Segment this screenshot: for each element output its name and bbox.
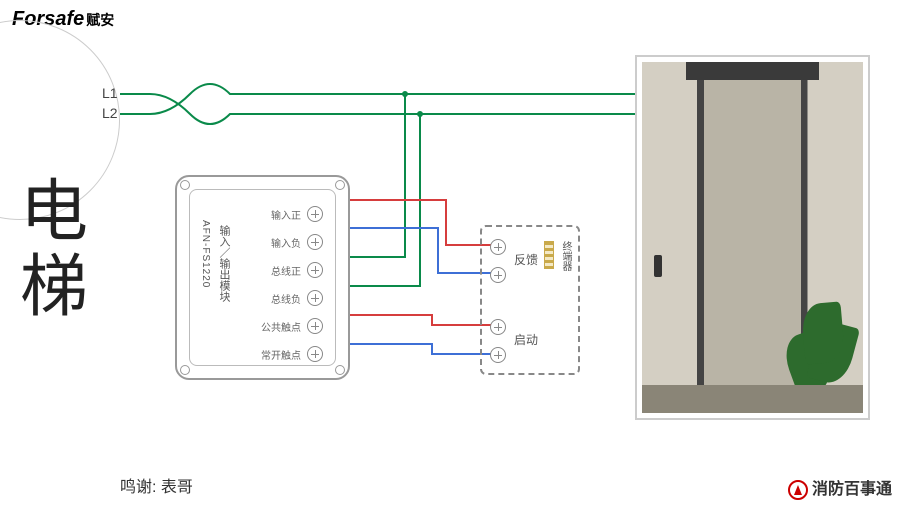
terminal-input-neg: 输入负 (245, 230, 323, 254)
terminal-no: 常开触点 (245, 342, 323, 366)
module-screw (180, 365, 190, 375)
tb-label-start: 启动 (514, 331, 538, 348)
terminal-screw (307, 318, 323, 334)
terminal-screw (307, 234, 323, 250)
page-title: 电梯 (20, 175, 88, 325)
terminal-bus-pos: 总线正 (245, 258, 323, 282)
tb-screw-feedback-b (490, 267, 506, 283)
module-screw (335, 180, 345, 190)
tb-screw-feedback-a (490, 239, 506, 255)
terminal-screw (307, 206, 323, 222)
module-screw (335, 365, 345, 375)
terminal-screw (307, 262, 323, 278)
terminal-screw (307, 346, 323, 362)
module-model: AFN-FS1220 (200, 220, 211, 288)
footer-brand-text: 消防百事通 (812, 481, 892, 498)
terminal-common: 公共触点 (245, 314, 323, 338)
credit-name: 表哥 (161, 479, 193, 496)
module-screw (180, 180, 190, 190)
elevator-photo-img: 电梯 (642, 62, 863, 413)
credit-line: 鸣谢: 表哥 (120, 473, 193, 497)
brand-cn: 赋安 (86, 12, 114, 28)
terminating-resistor (544, 241, 554, 269)
module-type: 输入／输出模块 (216, 225, 232, 302)
io-module: AFN-FS1220 输入／输出模块 输入正 输入负 总线正 总线负 公共触点 … (175, 175, 350, 380)
terminal-box: 反馈 终端器 启动 (480, 225, 580, 375)
footer-brand: 消防百事通 (788, 475, 892, 500)
plant-decoration (778, 293, 868, 413)
footer-brand-icon (788, 480, 808, 500)
elevator-call-button (654, 255, 662, 277)
module-panel: AFN-FS1220 输入／输出模块 输入正 输入负 总线正 总线负 公共触点 … (189, 189, 336, 366)
tb-screw-start-a (490, 319, 506, 335)
terminal-screw (307, 290, 323, 306)
elevator-photo: 电梯 (635, 55, 870, 420)
tb-screw-start-b (490, 347, 506, 363)
bus-l2-label: L2 (102, 105, 118, 121)
terminal-bus-neg: 总线负 (245, 286, 323, 310)
photo-caption: 电梯 (642, 385, 863, 405)
credit-label: 鸣谢: (120, 479, 161, 496)
tb-label-feedback: 反馈 (514, 251, 538, 268)
terminal-input-pos: 输入正 (245, 202, 323, 226)
tb-label-resistor: 终端器 (558, 241, 573, 271)
bus-l1-label: L1 (102, 85, 118, 101)
